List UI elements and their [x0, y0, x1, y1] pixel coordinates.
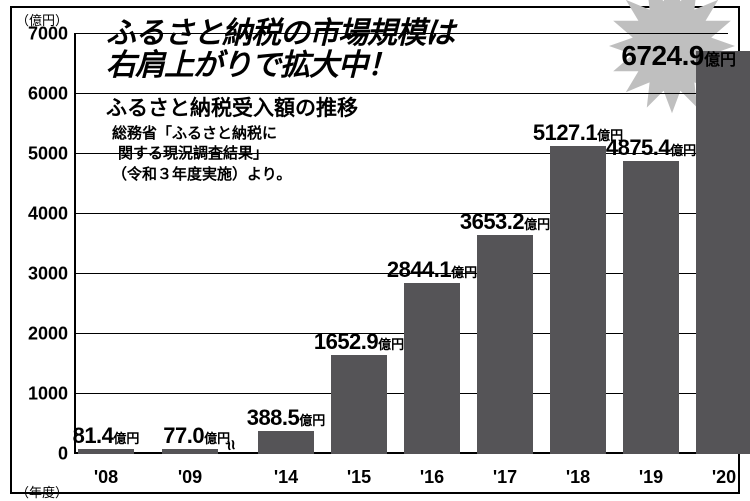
- y-tick-label: 0: [58, 444, 68, 465]
- x-tick-label: '17: [493, 467, 517, 488]
- x-axis-unit: （年度）: [16, 482, 68, 501]
- y-tick-label: 7000: [28, 24, 68, 45]
- x-tick-label: '08: [94, 467, 118, 488]
- bar: 1652.9億円: [331, 355, 387, 454]
- y-tick-label: 6000: [28, 84, 68, 105]
- bar: 4875.4億円: [623, 161, 679, 454]
- peak-value-label: 6724.9億円: [621, 42, 736, 70]
- y-axis: [74, 34, 76, 454]
- x-tick-label: '19: [639, 467, 663, 488]
- y-tick-label: 2000: [28, 324, 68, 345]
- axis-break-icon: ≈: [220, 438, 243, 461]
- bar-value-label: 3653.2億円: [460, 211, 550, 233]
- bar: 2844.1億円: [404, 283, 460, 454]
- bar: 3653.2億円: [477, 235, 533, 454]
- bar: 5127.1億円: [550, 146, 606, 454]
- peak-unit: 億円: [704, 52, 736, 69]
- bar-value-label: 1652.9億円: [314, 331, 404, 353]
- x-tick-label: '18: [566, 467, 590, 488]
- peak-num: 6724.9: [621, 40, 704, 71]
- y-tick-label: 3000: [28, 264, 68, 285]
- x-tick-label: '09: [178, 467, 202, 488]
- bar: 81.4億円: [78, 449, 134, 454]
- x-tick-label: '20: [712, 467, 736, 488]
- y-tick-label: 5000: [28, 144, 68, 165]
- x-tick-label: '14: [274, 467, 298, 488]
- bar: [696, 51, 750, 454]
- plot-area: 81.4億円77.0億円≈388.5億円1652.9億円2844.1億円3653…: [74, 34, 728, 454]
- bar-value-label: 388.5億円: [247, 407, 326, 429]
- bar: 77.0億円: [162, 449, 218, 454]
- bar: 388.5億円: [258, 431, 314, 454]
- x-tick-label: '16: [420, 467, 444, 488]
- y-tick-label: 1000: [28, 384, 68, 405]
- bar-value-label: 81.4億円: [73, 425, 140, 447]
- bar-value-label: 4875.4億円: [606, 137, 696, 159]
- y-tick-label: 4000: [28, 204, 68, 225]
- bar-value-label: 2844.1億円: [387, 259, 477, 281]
- x-tick-label: '15: [347, 467, 371, 488]
- grid-line: [74, 33, 728, 34]
- grid-line: [74, 93, 728, 94]
